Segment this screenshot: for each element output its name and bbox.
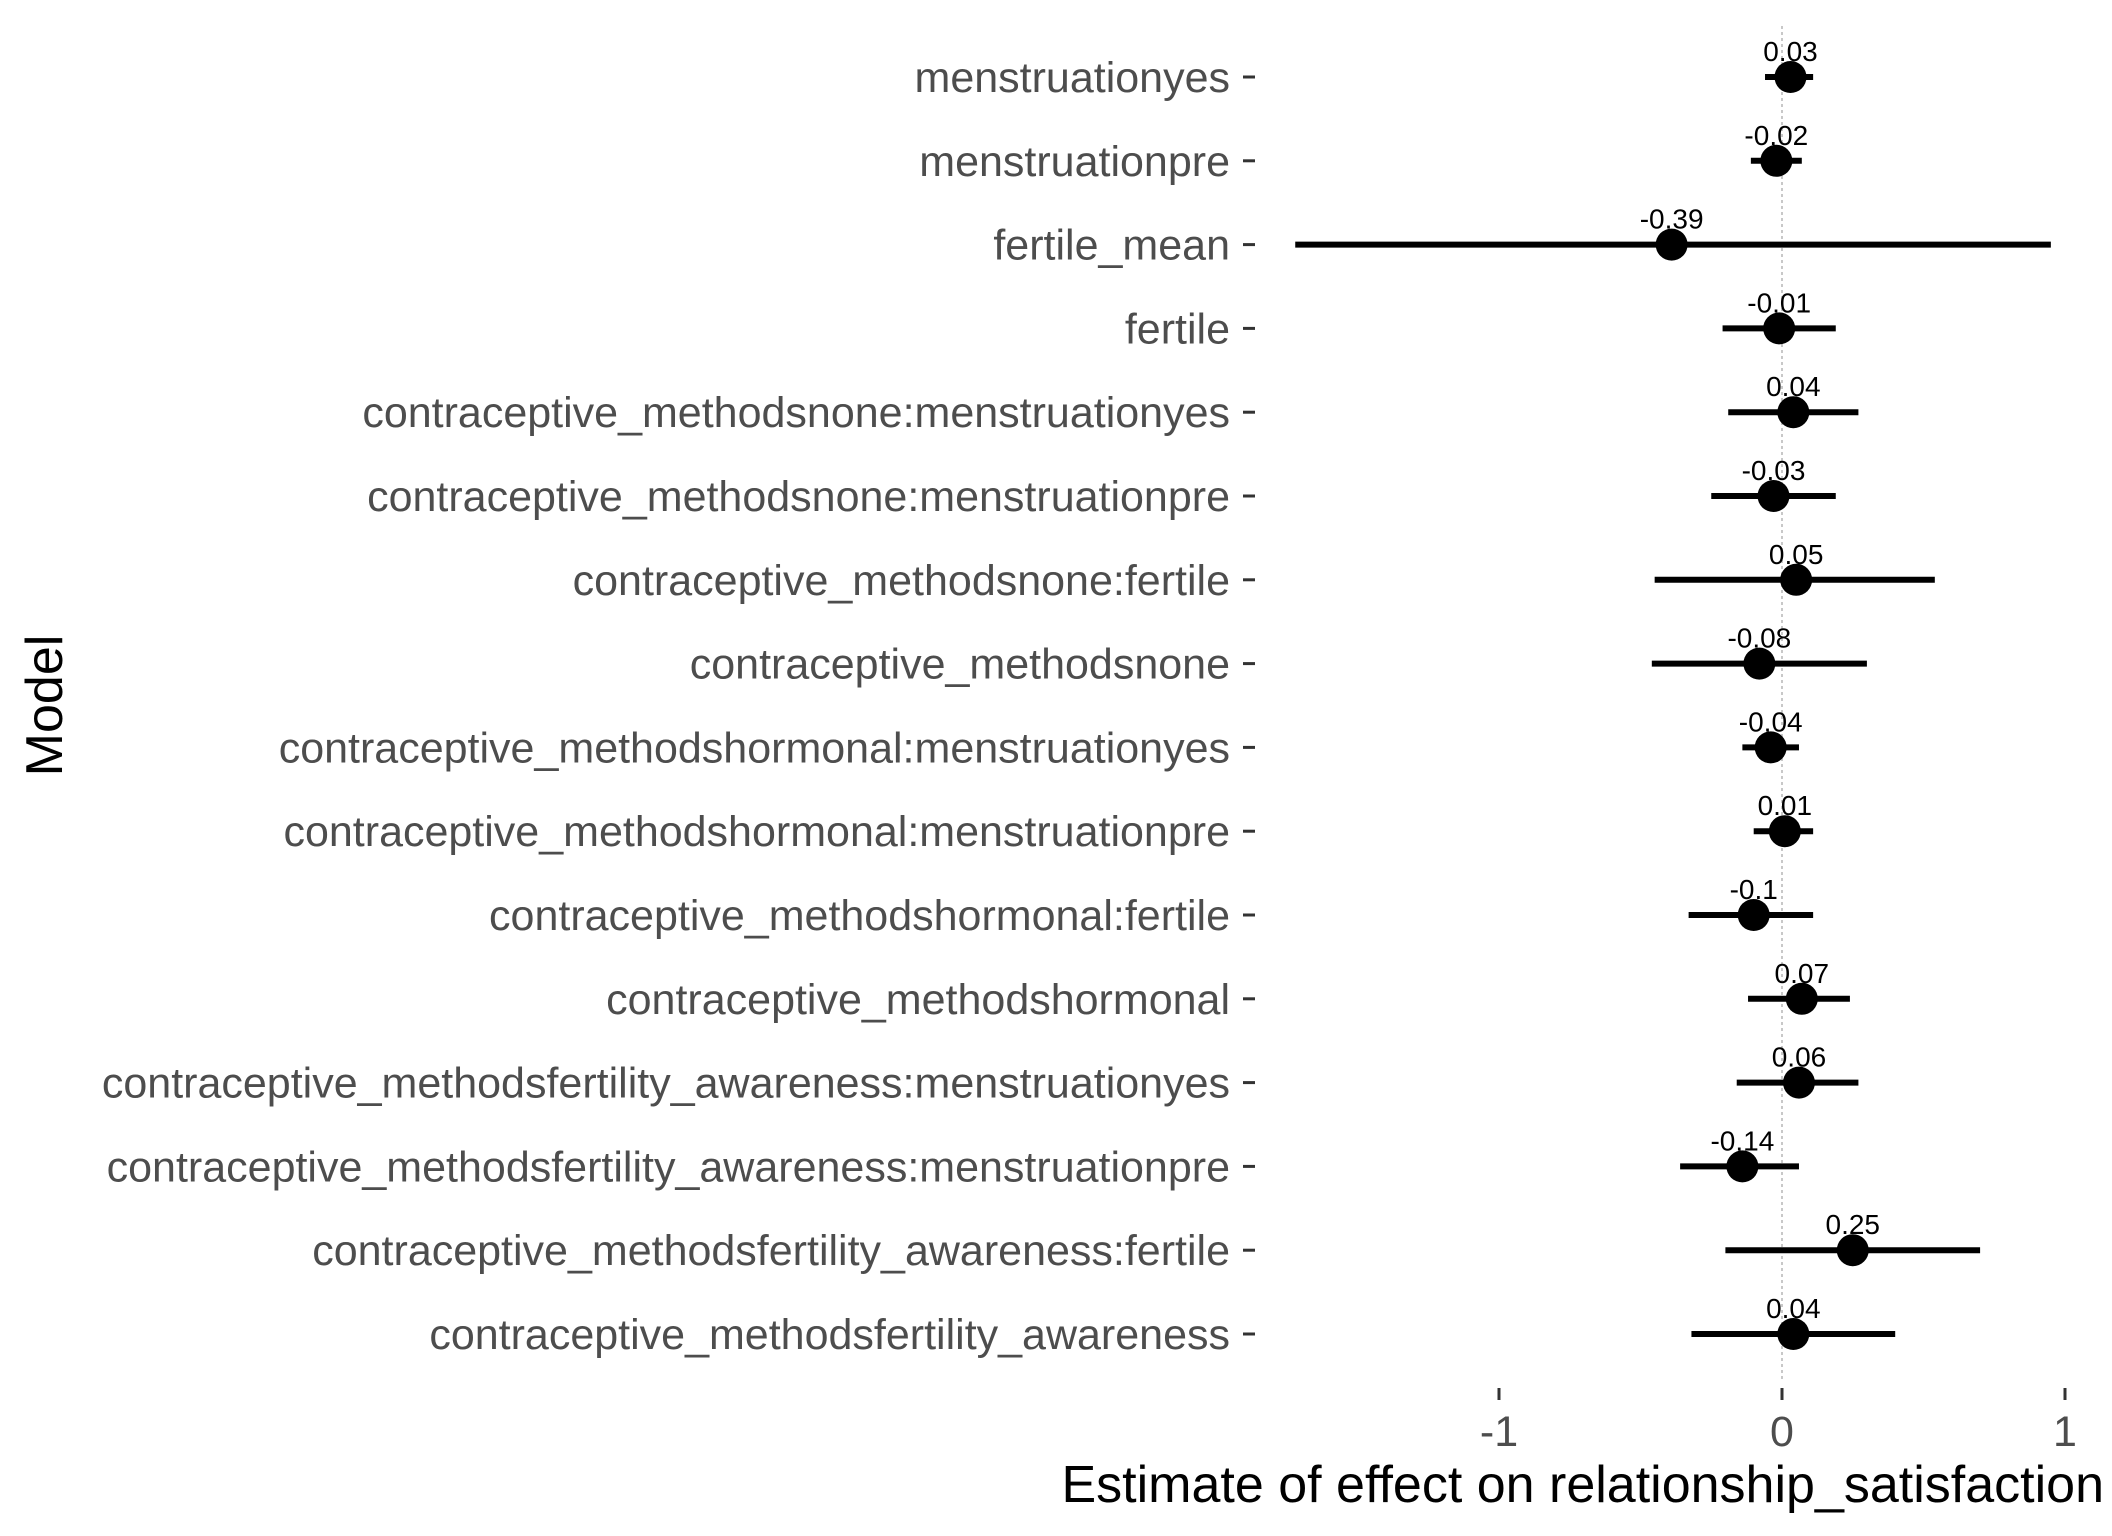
estimate-label: -0.04 (1739, 706, 1803, 737)
x-tick-label: 0 (1770, 1408, 1794, 1456)
category-label: contraceptive_methodsnone:menstruationpr… (367, 473, 1230, 521)
category-label: menstruationyes (915, 54, 1231, 102)
estimate-label: 0.01 (1758, 790, 1813, 821)
estimate-point (1782, 1066, 1815, 1099)
estimate-point (1754, 731, 1787, 764)
estimate-point (1774, 61, 1807, 93)
category-label: contraceptive_methodsnone (690, 641, 1230, 689)
estimate-point (1726, 1150, 1759, 1183)
estimate-point (1760, 144, 1793, 177)
category-label: contraceptive_methodshormonal:menstruati… (283, 808, 1230, 856)
category-label: contraceptive_methodsfertility_awareness… (102, 1060, 1230, 1108)
category-label: contraceptive_methodsnone:fertile (573, 557, 1230, 605)
category-label: menstruationpre (919, 138, 1230, 186)
estimate-point (1836, 1234, 1869, 1267)
category-label: fertile (1125, 305, 1230, 353)
estimate-label: 0.07 (1775, 958, 1830, 989)
estimate-data-labels: 0.03 -0.02 -0.39 -0.01 0.04 -0.03 0.05 -0.08 -0.… (1640, 36, 1880, 1324)
estimate-label: -0.39 (1640, 204, 1704, 235)
estimate-point (1763, 312, 1796, 345)
estimate-point (1757, 480, 1790, 512)
estimate-point (1777, 396, 1810, 429)
estimate-label: 0.05 (1769, 539, 1824, 570)
y-axis-title: Model (16, 635, 74, 777)
estimate-point (1743, 647, 1776, 680)
x-axis-title: Estimate of effect on relationship_satis… (1061, 1456, 2104, 1514)
estimate-label: 0.04 (1766, 1293, 1821, 1324)
estimate-label: -0.08 (1727, 623, 1791, 654)
category-label: contraceptive_methodshormonal:fertile (489, 892, 1230, 940)
category-label: contraceptive_methodshormonal:menstruati… (279, 724, 1230, 772)
x-axis-ticks: -1 0 1 (1480, 1388, 2077, 1456)
y-axis-category-labels: menstruationyes menstruationpre fertile_me… (102, 54, 1255, 1359)
category-label: contraceptive_methodsfertility_awareness… (107, 1143, 1230, 1191)
estimate-points (1655, 61, 1869, 1350)
estimate-label: 0.04 (1766, 371, 1821, 402)
estimate-label: -0.03 (1742, 455, 1806, 486)
category-label: contraceptive_methodsfertility_awareness (429, 1311, 1230, 1359)
estimate-point (1780, 563, 1813, 596)
category-label: contraceptive_methodshormonal (606, 976, 1230, 1024)
x-tick-label: -1 (1480, 1408, 1518, 1456)
estimate-point (1777, 1318, 1810, 1350)
x-tick-label: 1 (2053, 1408, 2077, 1456)
estimate-point (1737, 899, 1770, 931)
estimate-label: -0.1 (1730, 874, 1778, 905)
category-label: contraceptive_methodsnone:menstruationye… (362, 389, 1230, 437)
estimate-label: -0.02 (1744, 120, 1808, 151)
estimate-point (1785, 982, 1818, 1015)
estimate-label: 0.03 (1763, 36, 1818, 67)
category-label: contraceptive_methodsfertility_awareness… (312, 1227, 1230, 1275)
estimate-point (1768, 815, 1801, 848)
estimate-point (1655, 228, 1688, 261)
estimate-label: 0.06 (1772, 1042, 1827, 1073)
estimate-label: -0.01 (1747, 287, 1811, 318)
category-label: fertile_mean (993, 222, 1230, 270)
estimate-label: 0.25 (1826, 1209, 1881, 1240)
estimate-label: -0.14 (1710, 1125, 1774, 1156)
